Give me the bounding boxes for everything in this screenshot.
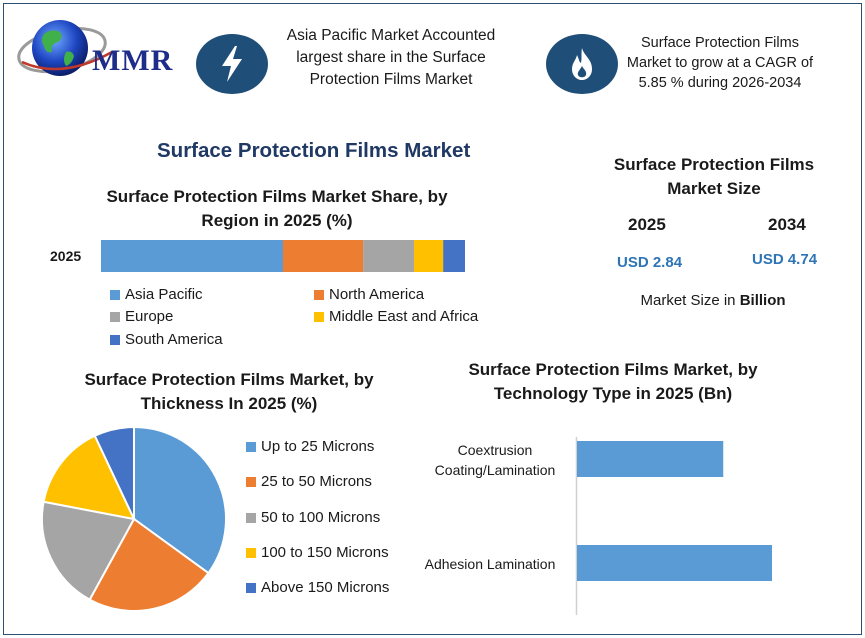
mmr-logo <box>17 20 113 76</box>
region-stacked-bar <box>101 240 465 272</box>
bar-segment-asia-pacific <box>101 240 283 272</box>
legend-swatch <box>110 311 120 322</box>
legend-25-to-50: 25 to 50 Microns <box>246 473 372 490</box>
unit-bold: Billion <box>739 292 786 309</box>
legend-label: 25 to 50 Microns <box>261 473 372 490</box>
legend-swatch <box>246 476 256 487</box>
legend-swatch <box>246 512 256 523</box>
legend-swatch <box>314 289 324 300</box>
tech-bar-coextrusion-coating-lamination <box>577 441 724 477</box>
technology-bar-chart <box>575 437 772 615</box>
legend-swatch <box>246 582 256 593</box>
pie-slice-above-150-microns <box>93 425 135 520</box>
logo-text: MMR <box>92 44 174 77</box>
market-size-2025: USD 2.84 <box>617 254 683 271</box>
legend-asia-pacific: Asia Pacific <box>110 286 203 303</box>
bar-segment-north-america <box>283 240 364 272</box>
tech-bar-adhesion-lamination <box>577 545 772 581</box>
legend-swatch <box>110 334 120 345</box>
thickness-pie <box>41 425 227 612</box>
highlight-cagr: Surface Protection Films Market to grow … <box>626 35 814 91</box>
year-2025: 2025 <box>628 215 666 234</box>
highlight-asia-pacific: Asia Pacific Market Accounted largest sh… <box>286 27 496 88</box>
legend-label: Above 150 Microns <box>261 579 390 596</box>
bar-segment-middle-east-and-africa <box>414 240 444 272</box>
region-category-label: 2025 <box>50 248 82 264</box>
region-legend: Asia Pacific North America Europe Middle… <box>110 286 530 352</box>
legend-swatch <box>246 441 256 452</box>
flame-icon <box>572 48 592 80</box>
legend-swatch <box>246 547 256 558</box>
year-2034: 2034 <box>768 215 806 234</box>
unit-prefix: Market Size in <box>640 292 740 309</box>
market-size-unit-note: Market Size in Billion <box>612 292 814 309</box>
legend-100-to-150: 100 to 150 Microns <box>246 544 389 561</box>
tech-category-coextrusion: Coextrusion Coating/Lamination <box>434 442 556 478</box>
bar-segment-south-america <box>443 240 465 272</box>
page-title: Surface Protection Films Market <box>157 139 471 162</box>
legend-label: 100 to 150 Microns <box>261 544 389 561</box>
thickness-legend: Up to 25 Microns 25 to 50 Microns 50 to … <box>246 438 406 604</box>
legend-swatch <box>110 289 120 300</box>
legend-label: North America <box>329 286 425 303</box>
thickness-chart-title: Surface Protection Films Market, by Thic… <box>84 370 374 413</box>
region-chart-title: Surface Protection Films Market Share, b… <box>106 187 448 230</box>
legend-up-to-25: Up to 25 Microns <box>246 438 374 455</box>
tech-category-adhesion: Adhesion Lamination <box>424 556 556 572</box>
pie-slice-25-to-50-microns <box>88 517 210 612</box>
legend-above-150: Above 150 Microns <box>246 579 389 596</box>
lightning-badge <box>196 34 268 94</box>
legend-label: South America <box>125 331 223 348</box>
pie-slice-50-to-100-microns <box>41 500 136 601</box>
legend-label: Asia Pacific <box>125 286 203 303</box>
technology-chart-title: Surface Protection Films Market, by Tech… <box>468 360 758 403</box>
legend-label: Europe <box>125 308 174 325</box>
infographic-frame <box>3 3 862 635</box>
pie-slice-up-to-25-microns <box>133 425 227 575</box>
flame-badge <box>546 34 618 94</box>
legend-label: 50 to 100 Microns <box>261 509 381 526</box>
market-size-2034: USD 4.74 <box>752 251 818 268</box>
lightning-icon <box>222 46 242 82</box>
legend-europe: Europe <box>110 308 173 325</box>
legend-50-to-100: 50 to 100 Microns <box>246 509 380 526</box>
legend-south-america: South America <box>110 331 223 348</box>
legend-middle-east-africa: Middle East and Africa <box>314 308 478 325</box>
pie-slice-100-to-150-microns <box>42 434 136 521</box>
market-size-title: Surface Protection Films Market Size <box>613 155 815 198</box>
legend-swatch <box>314 311 324 322</box>
legend-label: Middle East and Africa <box>329 308 479 325</box>
bar-segment-europe <box>363 240 415 272</box>
legend-label: Up to 25 Microns <box>261 438 375 455</box>
legend-north-america: North America <box>314 286 424 303</box>
